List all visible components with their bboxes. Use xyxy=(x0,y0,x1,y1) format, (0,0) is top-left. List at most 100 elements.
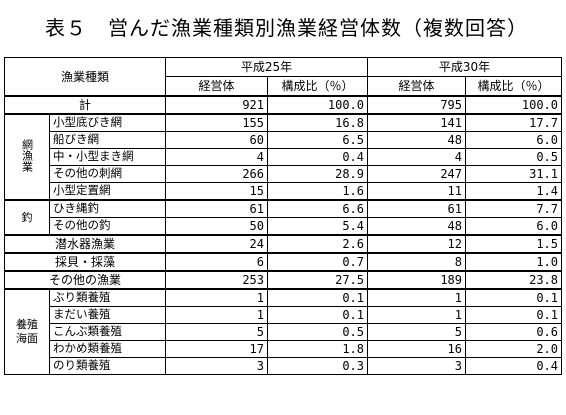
row-label: ひき縄釣 xyxy=(49,199,166,218)
cell-b-ratio: 0.1 xyxy=(465,288,562,307)
cell-b-ratio: 100.0 xyxy=(465,95,562,115)
cell-a-ratio: 100.0 xyxy=(267,95,368,115)
cell-a-count: 61 xyxy=(165,199,268,218)
header-b-count: 経営体 xyxy=(367,76,466,97)
cell-a-count: 17 xyxy=(165,340,268,358)
row-label: その他の漁業 xyxy=(4,270,166,290)
table-row: のり類養殖 3 0.3 3 0.4 xyxy=(5,357,562,375)
header-row-columns: 経営体 構成比（％） 経営体 構成比（％） xyxy=(5,76,562,97)
table-row: 計 921 100.0 795 100.0 xyxy=(4,95,562,115)
header-row-years: 漁業種類 平成25年 平成30年 xyxy=(4,57,562,97)
cell-a-ratio: 28.9 xyxy=(267,165,368,183)
group-label-text: 網漁業 xyxy=(20,139,34,172)
cell-a-ratio: 0.4 xyxy=(267,148,368,166)
cell-a-count: 15 xyxy=(165,182,268,201)
cell-a-ratio: 16.8 xyxy=(267,113,368,132)
cell-a-ratio: 27.5 xyxy=(267,270,368,290)
row-label: 船びき網 xyxy=(49,131,166,149)
cell-a-ratio: 5.4 xyxy=(267,217,368,236)
header-a-count: 経営体 xyxy=(165,76,268,97)
cell-b-count: 8 xyxy=(367,252,466,272)
cell-b-ratio: 2.0 xyxy=(465,340,562,358)
table-row: まだい養殖 1 0.1 1 0.1 xyxy=(5,306,562,324)
cell-b-count: 3 xyxy=(367,357,466,375)
cell-a-ratio: 0.7 xyxy=(267,252,368,272)
cell-a-ratio: 2.6 xyxy=(267,234,368,254)
cell-a-count: 4 xyxy=(165,148,268,166)
cell-b-count: 12 xyxy=(367,234,466,254)
header-year-b: 平成30年 xyxy=(367,57,562,77)
table-row: その他の刺網 266 28.9 247 31.1 xyxy=(5,165,562,183)
row-label: 潜水器漁業 xyxy=(4,234,166,254)
cell-a-count: 921 xyxy=(165,95,268,115)
cell-a-ratio: 1.6 xyxy=(267,182,368,201)
group-label-text: 養殖海面 xyxy=(16,318,38,345)
cell-b-ratio: 1.4 xyxy=(465,182,562,201)
table-row: 潜水器漁業 24 2.6 12 1.5 xyxy=(4,234,562,254)
cell-b-ratio: 6.0 xyxy=(465,131,562,149)
group-label-ami: 網漁業 xyxy=(4,113,50,201)
cell-b-count: 1 xyxy=(367,288,466,307)
table-row: 小型定置網 15 1.6 11 1.4 xyxy=(5,182,562,201)
cell-b-ratio: 7.7 xyxy=(465,199,562,218)
cell-b-ratio: 23.8 xyxy=(465,270,562,290)
cell-a-count: 3 xyxy=(165,357,268,375)
cell-b-ratio: 31.1 xyxy=(465,165,562,183)
cell-b-count: 5 xyxy=(367,323,466,341)
cell-b-count: 4 xyxy=(367,148,466,166)
cell-b-count: 16 xyxy=(367,340,466,358)
cell-a-ratio: 0.5 xyxy=(267,323,368,341)
row-label: まだい養殖 xyxy=(49,306,166,324)
cell-b-ratio: 6.0 xyxy=(465,217,562,236)
cell-a-ratio: 0.3 xyxy=(267,357,368,375)
cell-a-ratio: 6.6 xyxy=(267,199,368,218)
cell-a-ratio: 0.1 xyxy=(267,306,368,324)
cell-b-count: 48 xyxy=(367,131,466,149)
cell-a-count: 6 xyxy=(165,252,268,272)
header-year-a: 平成25年 xyxy=(165,57,368,77)
cell-a-ratio: 1.8 xyxy=(267,340,368,358)
page-title: 表５ 営んだ漁業種類別漁業経営体数（複数回答） xyxy=(45,16,528,40)
row-label: わかめ類養殖 xyxy=(49,340,166,358)
cell-a-ratio: 6.5 xyxy=(267,131,368,149)
cell-a-count: 5 xyxy=(165,323,268,341)
table-row: 中・小型まき網 4 0.4 4 0.5 xyxy=(5,148,562,166)
row-label: 中・小型まき網 xyxy=(49,148,166,166)
cell-b-count: 1 xyxy=(367,306,466,324)
cell-a-count: 1 xyxy=(165,306,268,324)
cell-b-count: 795 xyxy=(367,95,466,115)
table-row: 網漁業 小型底びき網 155 16.8 141 17.7 xyxy=(4,113,562,201)
header-a-ratio: 構成比（％） xyxy=(267,76,368,97)
cell-a-count: 266 xyxy=(165,165,268,183)
table-row: 採貝・採藻 6 0.7 8 1.0 xyxy=(4,252,562,272)
row-label: のり類養殖 xyxy=(49,357,166,375)
statistics-table: 漁業種類 平成25年 平成30年 経営体 構成比（％） 経営体 構成比（％） 計… xyxy=(4,57,562,375)
header-b-ratio: 構成比（％） xyxy=(465,76,562,97)
table-row: 養殖海面 ぶり類養殖 1 0.1 1 0.1 xyxy=(4,288,562,375)
cell-b-ratio: 0.4 xyxy=(465,357,562,375)
group-label-tsuri: 釣 xyxy=(4,199,50,236)
table-row: その他の漁業 253 27.5 189 23.8 xyxy=(4,270,562,290)
cell-a-count: 50 xyxy=(165,217,268,236)
cell-a-count: 1 xyxy=(165,288,268,307)
cell-a-count: 253 xyxy=(165,270,268,290)
table-row: 船びき網 60 6.5 48 6.0 xyxy=(5,131,562,149)
cell-b-ratio: 0.5 xyxy=(465,148,562,166)
cell-b-ratio: 0.1 xyxy=(465,306,562,324)
table-row: 釣 ひき縄釣 61 6.6 61 7.7 xyxy=(4,199,562,236)
cell-b-count: 61 xyxy=(367,199,466,218)
cell-a-count: 24 xyxy=(165,234,268,254)
row-label: その他の刺網 xyxy=(49,165,166,183)
row-label: その他の釣 xyxy=(49,217,166,236)
cell-a-count: 155 xyxy=(165,113,268,132)
row-label: 小型定置網 xyxy=(49,182,166,201)
row-label: 計 xyxy=(4,95,166,115)
cell-b-ratio: 17.7 xyxy=(465,113,562,132)
group-label-yoshoku: 養殖海面 xyxy=(4,288,50,375)
cell-a-count: 60 xyxy=(165,131,268,149)
cell-b-count: 141 xyxy=(367,113,466,132)
header-category: 漁業種類 xyxy=(4,57,166,97)
cell-b-ratio: 1.0 xyxy=(465,252,562,272)
row-label: 採貝・採藻 xyxy=(4,252,166,272)
cell-b-count: 189 xyxy=(367,270,466,290)
